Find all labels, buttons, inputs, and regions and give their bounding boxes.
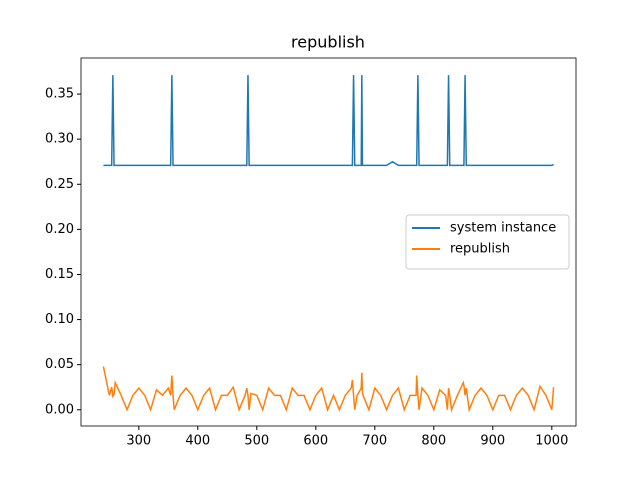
x-tick-label: 300 — [126, 434, 151, 449]
chart-title: republish — [291, 33, 365, 52]
legend-label: republish — [450, 242, 510, 257]
y-tick-label: 0.25 — [45, 177, 74, 192]
y-tick-label: 0.15 — [45, 267, 74, 282]
plot-frame — [80, 57, 577, 427]
y-tick-label: 0.00 — [45, 402, 74, 417]
legend-label: system instance — [450, 221, 556, 236]
series-line — [103, 75, 554, 167]
x-tick-label: 1000 — [535, 434, 568, 449]
legend-box — [405, 214, 570, 270]
x-tick-label: 600 — [303, 434, 328, 449]
y-tick-label: 0.35 — [45, 87, 74, 102]
y-tick-label: 0.05 — [45, 357, 74, 372]
series-line — [102, 366, 555, 413]
y-tick-label: 0.20 — [45, 222, 74, 237]
x-tick-label: 500 — [244, 434, 269, 449]
y-tick-label: 0.30 — [45, 132, 74, 147]
y-tick-label: 0.10 — [45, 312, 74, 327]
x-tick-label: 900 — [480, 434, 505, 449]
x-tick-label: 400 — [185, 434, 210, 449]
x-tick-label: 700 — [362, 434, 387, 449]
x-tick-label: 800 — [421, 434, 446, 449]
